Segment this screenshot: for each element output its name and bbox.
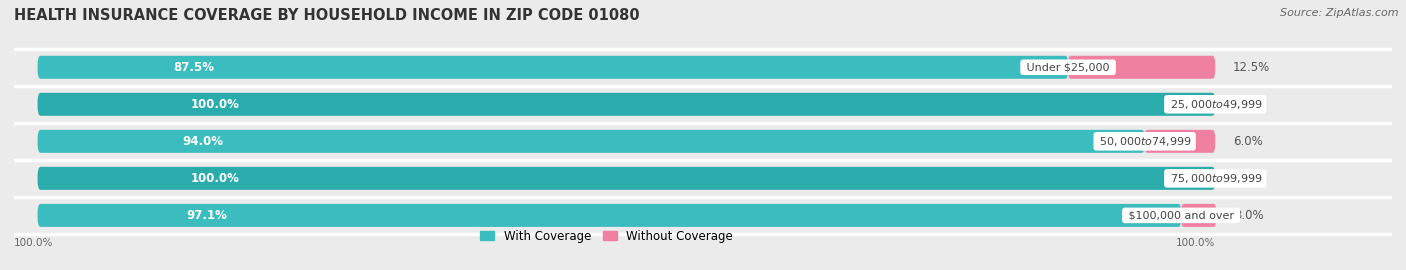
Text: 0.0%: 0.0%: [1233, 172, 1263, 185]
Text: 87.5%: 87.5%: [173, 61, 214, 74]
Text: Under $25,000: Under $25,000: [1024, 62, 1114, 72]
Text: $50,000 to $74,999: $50,000 to $74,999: [1097, 135, 1192, 148]
Text: Source: ZipAtlas.com: Source: ZipAtlas.com: [1281, 8, 1399, 18]
FancyBboxPatch shape: [38, 130, 1144, 153]
Text: 100.0%: 100.0%: [191, 98, 239, 111]
FancyBboxPatch shape: [1181, 204, 1216, 227]
Text: $100,000 and over: $100,000 and over: [1125, 210, 1237, 220]
Text: 3.0%: 3.0%: [1234, 209, 1264, 222]
Text: 100.0%: 100.0%: [14, 238, 53, 248]
Text: HEALTH INSURANCE COVERAGE BY HOUSEHOLD INCOME IN ZIP CODE 01080: HEALTH INSURANCE COVERAGE BY HOUSEHOLD I…: [14, 8, 640, 23]
Text: 0.0%: 0.0%: [1233, 98, 1263, 111]
Text: 100.0%: 100.0%: [191, 172, 239, 185]
FancyBboxPatch shape: [1069, 56, 1215, 79]
FancyBboxPatch shape: [38, 56, 1215, 79]
Text: $75,000 to $99,999: $75,000 to $99,999: [1167, 172, 1264, 185]
Text: $25,000 to $49,999: $25,000 to $49,999: [1167, 98, 1264, 111]
FancyBboxPatch shape: [38, 56, 1069, 79]
FancyBboxPatch shape: [1144, 130, 1215, 153]
Legend: With Coverage, Without Coverage: With Coverage, Without Coverage: [475, 225, 738, 247]
Text: 6.0%: 6.0%: [1233, 135, 1263, 148]
Text: 97.1%: 97.1%: [187, 209, 228, 222]
FancyBboxPatch shape: [38, 204, 1215, 227]
Text: 100.0%: 100.0%: [1175, 238, 1215, 248]
FancyBboxPatch shape: [38, 204, 1181, 227]
Text: 12.5%: 12.5%: [1233, 61, 1270, 74]
FancyBboxPatch shape: [38, 167, 1215, 190]
FancyBboxPatch shape: [38, 93, 1215, 116]
FancyBboxPatch shape: [38, 93, 1215, 116]
FancyBboxPatch shape: [38, 130, 1215, 153]
Text: 94.0%: 94.0%: [183, 135, 224, 148]
FancyBboxPatch shape: [38, 167, 1215, 190]
